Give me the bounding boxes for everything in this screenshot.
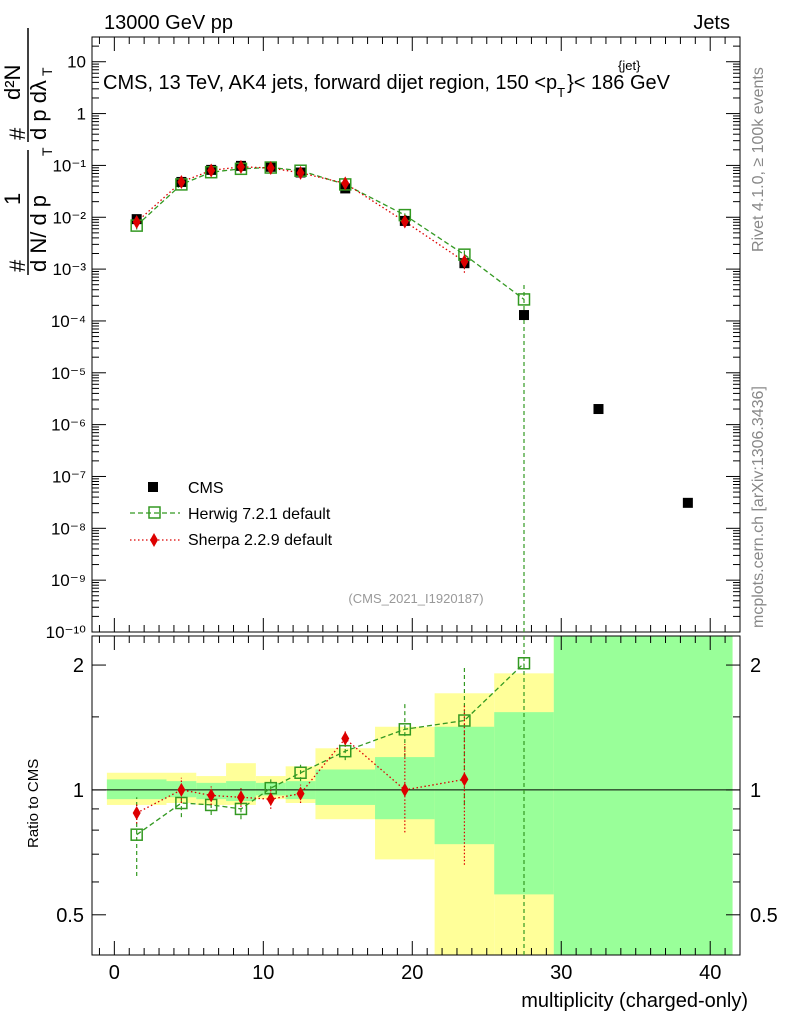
sherpa-data-point: [177, 174, 186, 189]
main-y-tick-label: 10⁻⁸: [51, 519, 86, 538]
ratio-y-label: Ratio to CMS: [25, 759, 42, 848]
ratio-herwig-point: [338, 744, 352, 758]
main-title: CMS, 13 TeV, AK4 jets, forward dijet reg…: [103, 72, 671, 100]
sherpa-data-point: [296, 165, 305, 180]
legend-label-herwig: Herwig 7.2.1 default: [188, 506, 331, 523]
legend-marker-cms: [148, 482, 158, 492]
ratio-y-tick-label-right: 0.5: [750, 905, 778, 927]
ylabel-one: 1: [0, 193, 25, 205]
ratio-sherpa-point: [266, 792, 275, 807]
main-y-tick-label: 10⁻¹⁰: [46, 623, 87, 642]
cms-data-point: [682, 497, 693, 508]
ratio-sherpa-point: [460, 772, 469, 787]
sherpa-data-point: [266, 161, 275, 176]
ratio-herwig-point: [175, 796, 188, 810]
ratio-y-tick-label: 0.5: [56, 905, 84, 927]
main-title-sub: T: [557, 85, 565, 100]
ratio-band-green: [553, 636, 733, 955]
ratio-herwig-point: [294, 766, 307, 780]
x-tick-label: 30: [550, 962, 572, 984]
main-frame-rect: [91, 36, 741, 633]
ratio-uncertainty-bands: [106, 636, 733, 955]
main-y-tick-label: 10⁻¹: [52, 156, 86, 175]
header-left: 13000 GeV pp: [104, 12, 233, 34]
legend-label-cms: CMS: [188, 480, 224, 497]
ylabel-sub-t2: T: [39, 67, 55, 76]
main-title-after: }< 186 GeV: [567, 72, 671, 94]
x-tick-label: 0: [109, 962, 120, 984]
main-title-before: CMS, 13 TeV, AK4 jets, forward dijet reg…: [103, 72, 557, 94]
x-axis-label: multiplicity (charged-only): [521, 990, 748, 1012]
sherpa-data-point: [400, 214, 409, 229]
ratio-y-tick-label-right: 2: [750, 655, 761, 677]
ratio-y-tick-label: 2: [73, 655, 84, 677]
ylabel-hash1: #: [5, 259, 30, 272]
main-y-tick-label: 10⁻⁵: [51, 364, 86, 383]
analysis-watermark: (CMS_2021_I1920187): [348, 591, 483, 606]
herwig-data-point: [517, 293, 531, 306]
main-y-tick-label: 1: [77, 105, 86, 124]
main-y-tick-label: 10⁻⁷: [52, 467, 86, 486]
main-series-layer: [130, 159, 693, 632]
ratio-sherpa-point: [341, 731, 350, 746]
ratio-sherpa-point: [132, 805, 141, 820]
ratio-sherpa-point: [177, 782, 186, 797]
ratio-herwig-point: [398, 723, 412, 736]
ratio-band-green: [315, 769, 376, 805]
main-y-label: # 1 d N/ d p T # d²N d p dλ T: [0, 28, 55, 275]
herwig-series-line: [136, 166, 525, 300]
main-y-axis: 10⁻¹⁰ 10⁻⁹ 10⁻⁸ 10⁻⁷ 10⁻⁶ 10⁻⁵ 10⁻⁴ 10⁻³ 10⁻² 10⁻…: [46, 36, 740, 642]
cms-data-point: [593, 404, 604, 415]
ratio-sherpa-point: [236, 790, 245, 805]
mcplots-label: mcplots.cern.ch [arXiv:1306.3436]: [750, 386, 767, 628]
cms-data-point: [519, 310, 529, 321]
ratio-band-green: [106, 779, 167, 800]
ylabel-sub-t: T: [39, 147, 55, 156]
ylabel-d2n: d²N: [0, 65, 25, 100]
ratio-sherpa-point: [207, 788, 216, 803]
sherpa-data-point: [341, 176, 350, 191]
ratio-series-layer: [130, 636, 531, 955]
ratio-plot-frame: [91, 635, 741, 956]
ratio-frame-rect: [91, 635, 741, 956]
main-y-tick-label: 10⁻²: [52, 208, 86, 227]
x-tick-label: 10: [252, 962, 274, 984]
ratio-y-tick-label: 1: [73, 780, 84, 802]
ratio-herwig-point: [517, 657, 531, 670]
legend-label-sherpa: Sherpa 2.2.9 default: [188, 532, 333, 549]
sherpa-data-point: [132, 215, 141, 230]
main-y-tick-label: 10⁻⁶: [51, 416, 86, 435]
main-title-sup: {jet}: [618, 58, 641, 73]
sherpa-data-point: [207, 163, 216, 178]
main-y-tick-label: 10: [67, 53, 86, 72]
x-tick-label: 40: [699, 962, 721, 984]
ylabel-denominator: d N/ d p: [26, 195, 51, 272]
main-y-tick-label: 10⁻⁹: [51, 571, 86, 590]
ylabel-dpt-dlambda: d p dλ: [26, 80, 51, 140]
main-y-tick-label: 10⁻³: [52, 260, 86, 279]
rivet-label: Rivet 4.1.0, ≥ 100k events: [750, 67, 767, 252]
main-plot-frame: [91, 36, 741, 633]
ratio-sherpa-point: [296, 786, 305, 801]
ylabel-hash2: #: [5, 127, 30, 140]
legend-marker-sherpa: [150, 533, 158, 547]
header-right: Jets: [693, 12, 730, 34]
ratio-herwig-point: [130, 828, 143, 841]
legend-marker-herwig: [148, 506, 161, 519]
ratio-y-tick-label-right: 1: [750, 780, 761, 802]
legend: CMS Herwig 7.2.1 default Sherpa 2.2.9 de…: [130, 480, 333, 549]
ratio-herwig-point: [458, 714, 471, 727]
sherpa-data-point: [236, 159, 245, 174]
ratio-sherpa-point: [400, 782, 409, 797]
sherpa-data-point: [460, 254, 469, 269]
x-tick-label: 20: [401, 962, 423, 984]
main-y-tick-label: 10⁻⁴: [51, 312, 86, 331]
ratio-axes: 0.5 0.51 12 20 10 20 30 40: [56, 636, 778, 984]
